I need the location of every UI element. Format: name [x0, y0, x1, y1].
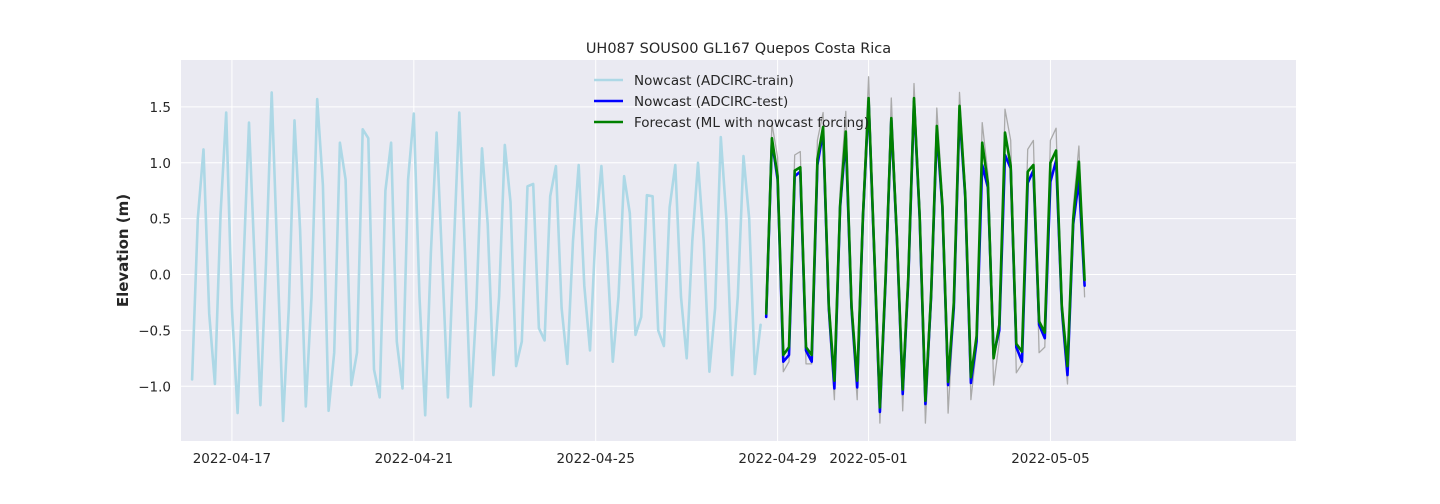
x-tick-label: 2022-05-01 — [829, 451, 907, 467]
x-tick-label: 2022-04-17 — [193, 451, 271, 467]
y-tick-label: 1.5 — [150, 100, 171, 116]
series-line-forecast — [764, 96, 1086, 409]
grid — [181, 60, 1296, 441]
y-tick-label: −1.0 — [138, 379, 171, 395]
chart-title: UH087 SOUS00 GL167 Quepos Costa Rica — [586, 41, 891, 57]
series-layer — [190, 76, 1086, 424]
legend-label-forecast: Forecast (ML with nowcast forcing) — [634, 115, 869, 131]
x-tick-label: 2022-04-25 — [556, 451, 634, 467]
x-tick-label: 2022-04-29 — [738, 451, 816, 467]
series-line-observed — [765, 76, 1086, 424]
x-tick-label: 2022-05-05 — [1011, 451, 1089, 467]
series-line-train — [190, 91, 762, 423]
legend-label-train: Nowcast (ADCIRC-train) — [634, 73, 794, 89]
tick-labels: 2022-04-17 2022-04-21 2022-04-25 2022-04-29… — [138, 100, 1089, 467]
legend-label-test: Nowcast (ADCIRC-test) — [634, 94, 788, 110]
y-tick-label: 1.0 — [150, 156, 171, 172]
y-tick-label: 0.0 — [150, 268, 171, 284]
y-tick-label: −0.5 — [138, 323, 171, 339]
y-tick-label: 0.5 — [150, 212, 171, 228]
legend: Nowcast (ADCIRC-train) Nowcast (ADCIRC-te… — [594, 73, 869, 131]
x-tick-label: 2022-04-21 — [375, 451, 453, 467]
y-axis-label: Elevation (m) — [114, 194, 132, 307]
